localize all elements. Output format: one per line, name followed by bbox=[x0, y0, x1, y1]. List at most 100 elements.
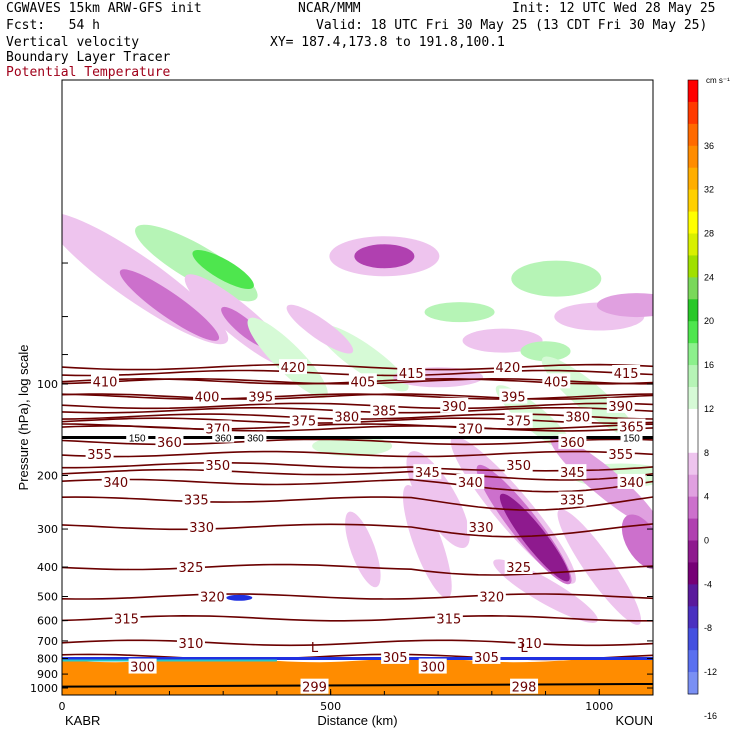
contour-label-380: 380 bbox=[334, 411, 359, 426]
contour-label-325: 325 bbox=[179, 561, 204, 576]
contour-label-310: 310 bbox=[179, 637, 204, 652]
contour-label-bg bbox=[332, 408, 361, 424]
velocity-cell bbox=[596, 293, 653, 318]
contour-label-bg bbox=[617, 418, 646, 434]
theta-line-315 bbox=[62, 614, 653, 622]
contour-label-bg bbox=[203, 457, 232, 473]
contour-label-bg bbox=[397, 364, 426, 380]
y-axis-title: Pressure (hPa), log scale bbox=[16, 345, 31, 491]
contour-label-320: 320 bbox=[200, 590, 225, 605]
contour-label-360: 360 bbox=[560, 436, 585, 451]
theta-line-365 bbox=[62, 423, 653, 430]
contour-label-bg bbox=[617, 473, 646, 489]
colorbar-swatch bbox=[688, 628, 698, 651]
velocity-cell bbox=[557, 509, 642, 625]
contour-label-bg bbox=[246, 388, 275, 404]
contour-label-bg bbox=[499, 388, 528, 404]
colorbar-swatch bbox=[688, 80, 698, 103]
contour-label-bg bbox=[300, 678, 329, 694]
contour-label-bg bbox=[176, 559, 205, 575]
y-tick-label: 400 bbox=[37, 561, 58, 574]
contour-label-298: 298 bbox=[512, 681, 537, 696]
x-tick-label: 500 bbox=[320, 700, 341, 713]
colorbar-label: -12 bbox=[704, 667, 717, 677]
colorbar-swatch bbox=[688, 387, 698, 410]
velocity-cell bbox=[462, 328, 543, 353]
colorbar-swatch bbox=[688, 408, 698, 432]
colorbar-swatch bbox=[688, 321, 698, 344]
contour-label-350: 350 bbox=[506, 459, 531, 474]
velocity-cell bbox=[226, 594, 253, 601]
contour-label-bg bbox=[456, 473, 485, 489]
tropopause-label-bg bbox=[126, 431, 149, 443]
field-potential-temperature: Potential Temperature bbox=[6, 65, 171, 80]
contour-label-345: 345 bbox=[560, 466, 585, 481]
colorbar-swatch bbox=[688, 474, 698, 498]
theta-line-310 bbox=[62, 639, 653, 647]
velocity-cell bbox=[119, 269, 220, 341]
contour-label-375: 375 bbox=[291, 415, 316, 430]
tropopause-label-bg bbox=[212, 431, 235, 443]
contour-label-bg bbox=[187, 518, 216, 534]
contour-label-bg bbox=[477, 588, 506, 604]
tropopause-label: 150 bbox=[129, 434, 146, 445]
theta-line-390 bbox=[62, 402, 653, 410]
colorbar-swatch bbox=[688, 562, 698, 585]
contour-label-bg bbox=[606, 397, 635, 413]
contour-label-bg bbox=[504, 412, 533, 428]
contour-label-bg bbox=[515, 634, 544, 650]
colorbar-label: -4 bbox=[704, 579, 712, 589]
tropopause-label: 150 bbox=[623, 434, 640, 445]
plot-frame bbox=[61, 79, 654, 696]
contour-label-320: 320 bbox=[479, 590, 504, 605]
contour-label-bg bbox=[472, 648, 501, 664]
contour-label-350: 350 bbox=[205, 459, 230, 474]
colorbar-unit: cm s⁻¹ bbox=[706, 76, 730, 85]
colorbar-swatch bbox=[688, 584, 698, 607]
contour-label-360: 360 bbox=[157, 436, 182, 451]
contour-label-305: 305 bbox=[474, 651, 499, 666]
left-endpoint: KABR bbox=[65, 713, 100, 728]
contour-label-bg bbox=[542, 373, 571, 389]
field-boundary-layer-tracer: Boundary Layer Tracer bbox=[6, 50, 171, 65]
contour-label-325: 325 bbox=[506, 561, 531, 576]
theta-line-330 bbox=[62, 523, 653, 538]
contour-label-bg bbox=[467, 518, 496, 534]
contour-label-370: 370 bbox=[458, 422, 483, 437]
contour-label-380: 380 bbox=[565, 411, 590, 426]
colorbar-swatch bbox=[688, 123, 698, 147]
contour-label-bg bbox=[418, 658, 447, 674]
colorbar-swatch bbox=[688, 189, 698, 213]
contour-label-420: 420 bbox=[281, 361, 306, 376]
colorbar-swatch bbox=[688, 343, 698, 366]
velocity-cell bbox=[354, 244, 415, 269]
contour-label-bg bbox=[558, 464, 587, 480]
contour-label-299: 299 bbox=[302, 681, 327, 696]
contour-label-bg bbox=[612, 364, 641, 380]
contour-label-310: 310 bbox=[517, 637, 542, 652]
colorbar-label: -8 bbox=[704, 623, 712, 633]
colorbar-swatch bbox=[688, 167, 698, 191]
contour-label-bg bbox=[348, 373, 377, 389]
y-tick-label: 700 bbox=[37, 635, 58, 648]
contour-label-405: 405 bbox=[350, 375, 375, 390]
colorbar-swatch bbox=[688, 650, 698, 673]
contour-label-bg bbox=[504, 559, 533, 575]
contour-label-315: 315 bbox=[436, 612, 461, 627]
contour-label-bg bbox=[101, 473, 130, 489]
header-fcst: Fcst: 54 h bbox=[6, 18, 100, 33]
pbl-L-label: L bbox=[311, 641, 319, 656]
colorbar-label: 0 bbox=[704, 536, 709, 546]
y-tick-label: 300 bbox=[37, 523, 58, 536]
contour-label-330: 330 bbox=[189, 521, 214, 536]
contour-label-395: 395 bbox=[501, 391, 526, 406]
contour-label-300: 300 bbox=[130, 661, 155, 676]
right-endpoint: KOUN bbox=[615, 713, 653, 728]
theta-line-320 bbox=[62, 593, 653, 600]
colorbar-label: -16 bbox=[704, 711, 717, 721]
colorbar-label: 20 bbox=[704, 316, 714, 326]
theta-line-400 bbox=[62, 393, 653, 400]
contour-label-bg bbox=[456, 420, 485, 436]
